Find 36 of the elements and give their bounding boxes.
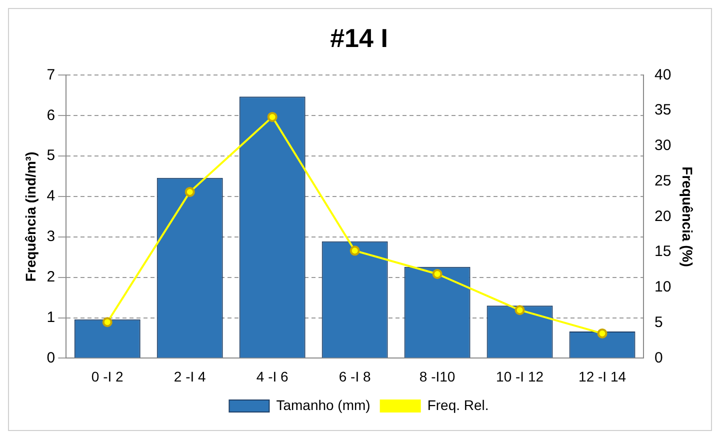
point bbox=[432, 269, 442, 280]
point bbox=[597, 328, 608, 338]
point bbox=[267, 112, 278, 122]
y2-tick-label: 15 bbox=[654, 243, 672, 260]
y-tick-label: 2 bbox=[46, 268, 56, 286]
y-tick-label: 4 bbox=[46, 188, 56, 205]
point bbox=[514, 305, 525, 316]
y2-axis-title: Frequência (%) bbox=[680, 166, 696, 267]
y2-tick-label: 30 bbox=[654, 137, 672, 154]
y-tick-label: 7 bbox=[46, 66, 56, 84]
y-axis-title: Frequência (ind/m³) bbox=[22, 152, 38, 282]
point bbox=[350, 246, 360, 256]
y2-tick-label: 5 bbox=[654, 314, 663, 331]
y-tick-label: 6 bbox=[46, 106, 56, 124]
x-tick-label: 0 -I 2 bbox=[91, 368, 124, 384]
x-tick-label: 2 -I 4 bbox=[174, 368, 206, 384]
x-tick-label: 8 -I10 bbox=[419, 368, 456, 384]
y-tick-label: 0 bbox=[46, 349, 56, 366]
y2-tick-label: 0 bbox=[654, 349, 663, 366]
y-tick-label: 3 bbox=[46, 228, 56, 246]
x-tick-label: 4 -I 6 bbox=[256, 368, 289, 384]
y2-tick-label: 20 bbox=[654, 208, 672, 225]
y2-tick-label: 10 bbox=[654, 278, 672, 296]
legend-label: Tamanho (mm) bbox=[276, 396, 370, 413]
x-tick-label: 10 -I 12 bbox=[496, 368, 544, 384]
x-tick-label: 12 -I 14 bbox=[578, 368, 626, 384]
x-tick-label: 6 -I 8 bbox=[338, 368, 371, 384]
y2-tick-label: 35 bbox=[654, 102, 672, 119]
y-tick-label: 5 bbox=[46, 147, 56, 164]
y2-tick-label: 40 bbox=[654, 66, 672, 84]
chart-title: #14 I bbox=[330, 22, 388, 53]
point bbox=[102, 317, 112, 328]
y2-tick-label: 25 bbox=[654, 172, 672, 190]
y-tick-label: 1 bbox=[46, 308, 56, 326]
point bbox=[184, 186, 195, 197]
legend-label: Freq. Rel. bbox=[427, 396, 489, 413]
